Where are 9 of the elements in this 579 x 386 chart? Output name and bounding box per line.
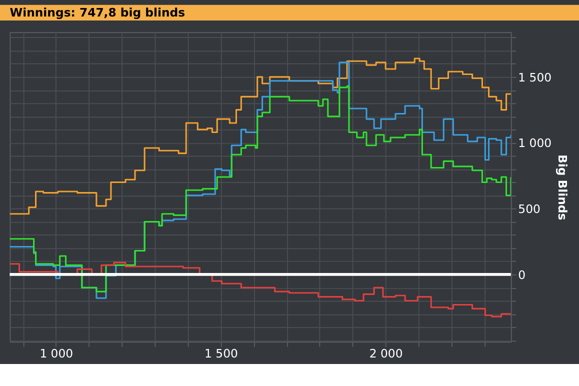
y-tick-label: 500: [518, 202, 540, 216]
chart-title: Winnings: 747,8 big blinds: [10, 6, 186, 20]
y-tick-label: 0: [518, 268, 526, 282]
y-tick-label: 1 000: [518, 136, 552, 150]
x-tick-label: 1 000: [40, 346, 74, 361]
y-axis-title: Big Blinds: [555, 154, 570, 220]
y-tick-label: 1 500: [518, 70, 552, 84]
x-tick-label: 1 500: [204, 346, 238, 361]
x-tick-label: 2 000: [369, 346, 403, 361]
